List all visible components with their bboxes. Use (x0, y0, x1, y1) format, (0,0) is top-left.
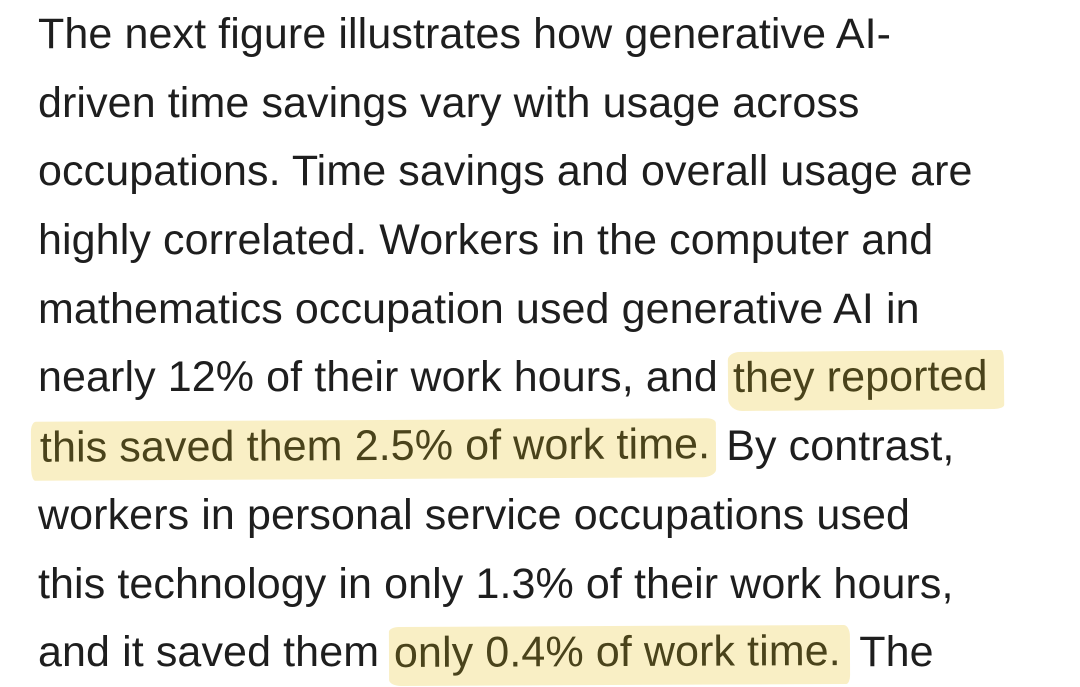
text-segment: driven time savings vary with usage acro… (38, 78, 860, 127)
text-line: The next figure illustrates how generati… (38, 0, 1060, 69)
text-line: and it saved them only 0.4% of work time… (38, 618, 1060, 687)
text-line: occupations. Time savings and overall us… (38, 137, 1060, 206)
text-segment: The (847, 628, 934, 677)
highlighted-text: they reported (727, 350, 1004, 412)
text-segment: and it saved them (38, 628, 392, 677)
text-line: highly correlated. Workers in the comput… (38, 206, 1060, 275)
text-line: driven time savings vary with usage acro… (38, 69, 1060, 138)
text-segment: nearly 12% of their work hours, and (38, 353, 730, 402)
text-segment: workers in personal service occupations … (38, 490, 911, 539)
text-line: mathematics occupation used generative A… (38, 275, 1060, 344)
highlighted-text: only 0.4% of work time. (389, 625, 851, 687)
text-segment: mathematics occupation used generative A… (38, 284, 920, 333)
text-line: nearly 12% of their work hours, and they… (38, 343, 1060, 412)
paragraph: The next figure illustrates how generati… (30, 0, 1060, 687)
highlighted-text: this saved them 2.5% of work time. (30, 418, 717, 482)
text-segment: By contrast, (714, 422, 955, 471)
text-line: this saved them 2.5% of work time. By co… (30, 412, 1060, 482)
text-line: workers in personal service occupations … (38, 481, 1060, 550)
text-segment: The next figure illustrates how generati… (38, 10, 892, 58)
text-segment: occupations. Time savings and overall us… (38, 147, 973, 196)
text-line: this technology in only 1.3% of their wo… (38, 550, 1060, 619)
text-segment: highly correlated. Workers in the comput… (38, 216, 934, 265)
text-segment: this technology in only 1.3% of their wo… (38, 559, 954, 608)
